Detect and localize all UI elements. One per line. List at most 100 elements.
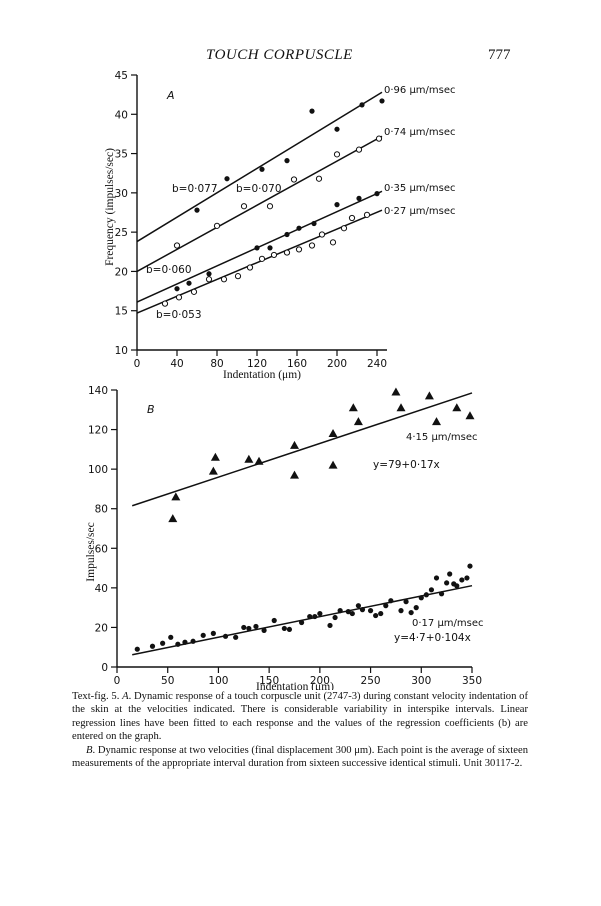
data-point	[190, 288, 198, 295]
data-point	[134, 646, 140, 652]
data-point	[388, 598, 394, 604]
data-point	[333, 151, 341, 158]
x-tick-label: 200	[310, 675, 330, 687]
y-tick-label: 20	[95, 622, 108, 634]
data-point	[329, 239, 337, 246]
data-point	[246, 625, 252, 632]
y-tick-label: 120	[88, 425, 108, 437]
series-2	[132, 563, 473, 656]
data-point	[283, 249, 291, 256]
data-point	[396, 403, 406, 412]
x-tick-label: 120	[247, 358, 267, 370]
data-point	[309, 108, 315, 114]
x-tick-label: 250	[361, 675, 381, 687]
data-point	[244, 454, 254, 463]
data-point	[438, 591, 445, 597]
data-point	[295, 246, 303, 253]
data-point	[465, 411, 475, 420]
data-point	[383, 603, 389, 609]
figure-caption: Text-fig. 5. A. Dynamic response of a to…	[72, 690, 528, 770]
x-tick-label: 0	[114, 675, 121, 687]
series-3	[136, 190, 383, 303]
data-point	[413, 605, 419, 611]
y-tick-label: 20	[115, 266, 128, 278]
regression-coefficient-label: b=0·070	[236, 183, 282, 195]
data-point	[175, 641, 181, 647]
x-tick-label: 240	[367, 358, 387, 370]
data-point	[271, 617, 277, 624]
data-point	[254, 456, 264, 465]
data-point	[186, 280, 192, 286]
y-axis-label: Impulses/sec	[85, 522, 97, 581]
data-point	[391, 387, 401, 396]
data-point	[452, 403, 462, 412]
data-point	[373, 612, 379, 619]
data-point	[258, 255, 266, 262]
data-point	[353, 417, 363, 426]
data-point	[418, 595, 424, 601]
series-label: 4·15 μm/msec	[406, 432, 478, 443]
data-point	[266, 203, 274, 210]
data-point	[174, 286, 180, 292]
series-label: 0·96 μm/msec	[384, 85, 456, 96]
y-tick-label: 25	[115, 227, 128, 239]
data-point	[160, 640, 166, 646]
y-tick-label: 60	[95, 543, 108, 555]
panel-label: B	[147, 403, 155, 416]
data-point	[284, 158, 290, 164]
series-2	[136, 135, 383, 273]
data-point	[424, 391, 434, 400]
x-axis-label: Indentation (μm)	[256, 681, 334, 690]
y-tick-label: 100	[88, 464, 108, 476]
regression-equation-label: y=79+0·17x	[373, 459, 440, 471]
regression-coefficient-label: b=0·077	[172, 183, 218, 195]
data-point	[213, 222, 221, 229]
series-label: 0·17 μm/msec	[412, 618, 484, 629]
regression-line	[136, 190, 383, 303]
regression-coefficient-label: b=0·053	[156, 309, 202, 321]
data-point	[359, 102, 365, 108]
data-point	[307, 613, 313, 620]
data-point	[327, 622, 333, 629]
data-point	[317, 610, 323, 617]
data-point	[328, 429, 338, 438]
data-point	[459, 577, 465, 583]
data-point	[246, 264, 254, 271]
data-point	[281, 625, 287, 632]
data-point	[332, 614, 338, 621]
y-tick-label: 15	[115, 306, 128, 318]
data-point	[200, 632, 206, 638]
data-point	[149, 643, 156, 649]
y-tick-label: 140	[88, 385, 108, 397]
data-point	[359, 607, 366, 613]
data-point	[168, 634, 174, 640]
data-point	[367, 608, 374, 614]
data-point	[241, 624, 247, 631]
data-point	[349, 610, 355, 617]
y-tick-label: 40	[95, 583, 108, 595]
x-tick-label: 0	[134, 358, 141, 370]
chart-panel-b	[111, 387, 475, 673]
data-point	[467, 563, 473, 569]
data-point	[296, 225, 302, 231]
data-point	[337, 608, 343, 614]
x-tick-label: 160	[287, 358, 307, 370]
data-point	[311, 220, 317, 227]
data-point	[355, 146, 363, 153]
data-point	[261, 627, 267, 633]
data-point	[378, 610, 384, 617]
data-point	[423, 592, 429, 598]
caption-figure-label: Text-fig. 5.	[72, 691, 123, 702]
x-tick-label: 300	[411, 675, 431, 687]
data-point	[408, 609, 414, 616]
series-label: 0·74 μm/msec	[384, 127, 456, 138]
panel-label: A	[166, 89, 175, 102]
data-point	[222, 633, 229, 639]
data-point	[312, 613, 318, 620]
data-point	[290, 470, 299, 479]
data-point	[345, 609, 351, 615]
data-point	[433, 575, 440, 581]
chart-panel-a	[131, 74, 387, 356]
data-point	[240, 203, 248, 210]
